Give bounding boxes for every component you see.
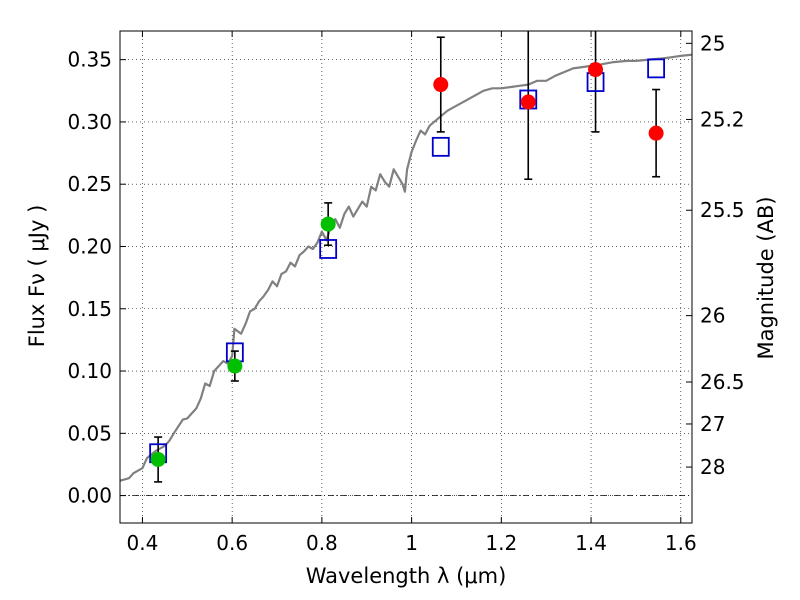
magnitude-tick-label: 25.5 [700,198,745,222]
axis-ticks [120,31,692,523]
y-tick-label: 0.00 [67,484,112,508]
grid-lines [120,31,692,523]
magnitude-tick-label: 25.2 [700,107,745,131]
infrared-point-marker [648,125,664,141]
y-tick-label: 0.25 [67,172,112,196]
y-tick-label: 0.15 [67,297,112,321]
optical-point-marker [150,451,166,467]
x-tick-label: 0.6 [216,531,248,555]
y-tick-labels: 0.00 0.05 0.10 0.15 0.20 0.25 0.30 0.35 [67,48,112,508]
magnitude-tick-label: 27 [700,412,725,436]
y-tick-label: 0.05 [67,421,112,445]
infrared-point-marker [433,77,449,93]
infrared-point-marker [588,62,604,78]
x-tick-label: 1.4 [575,531,607,555]
y-tick-label: 0.30 [67,110,112,134]
x-tick-labels: 0.4 0.6 0.8 1 1.2 1.4 1.6 [127,531,697,555]
magnitude-tick-label: 26.5 [700,370,745,394]
plot-frame [119,30,693,524]
magnitude-tick-labels: 25 25.2 25.5 26 26.5 27 28 [700,31,745,479]
data-markers [149,58,666,467]
error-bars [154,31,661,483]
y-axis-label: Flux Fν ( μJy ) [25,205,49,348]
model-band-square-marker [647,58,666,79]
optical-point-marker [320,216,336,232]
model-band-square-marker [431,136,450,157]
x-tick-label: 1.6 [665,531,697,555]
magnitude-tick-label: 28 [700,455,725,479]
model-spectrum-line [119,53,693,482]
optical-point-marker [227,358,243,374]
infrared-point-marker [520,94,536,110]
x-tick-label: 0.4 [127,531,159,555]
model-band-square-marker [319,239,338,259]
y2-axis-label: Magnitude (AB) [754,196,778,359]
x-tick-label: 0.8 [306,531,338,555]
y-tick-label: 0.20 [67,234,112,258]
x-tick-label: 1.2 [485,531,517,555]
magnitude-tick-label: 25 [700,31,725,55]
y-tick-label: 0.35 [67,48,112,72]
magnitude-tick-label: 26 [700,304,725,328]
x-tick-label: 1 [405,531,418,555]
y-tick-label: 0.10 [67,359,112,383]
model-spectrum-polyline [119,53,693,482]
x-axis-label: Wavelength λ (μm) [306,564,507,588]
